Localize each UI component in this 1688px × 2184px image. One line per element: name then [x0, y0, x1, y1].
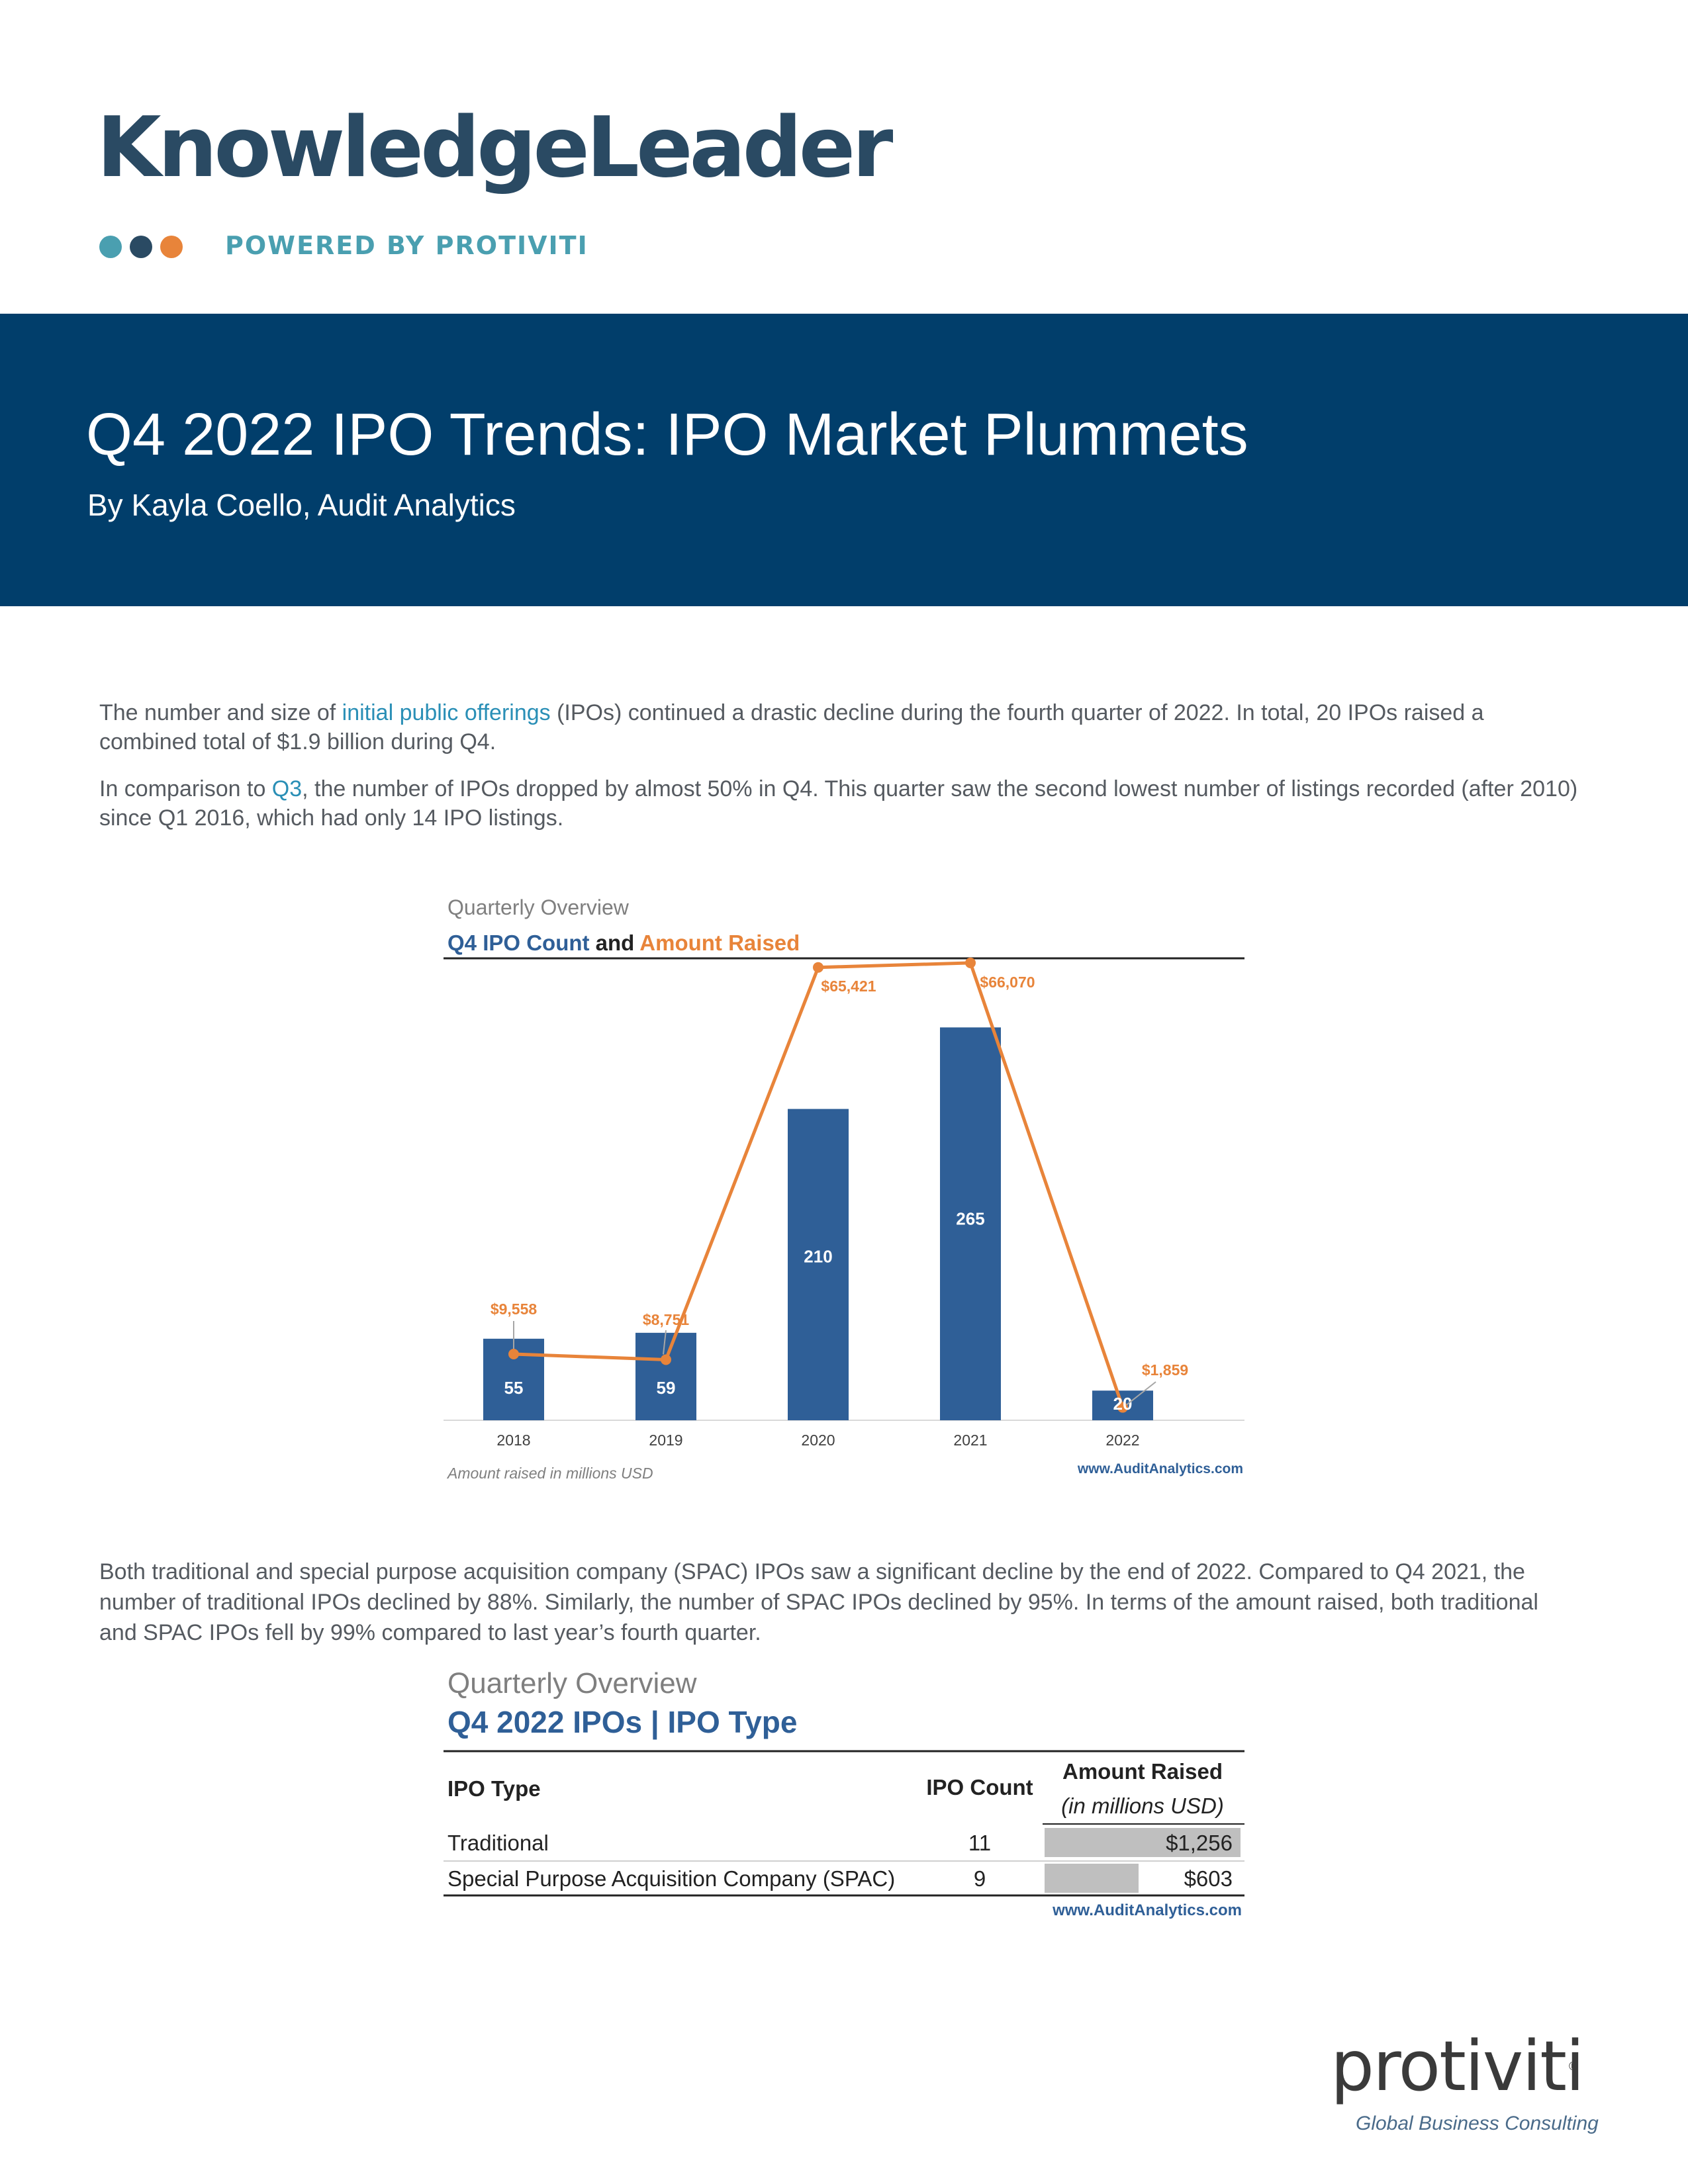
- intro-p2-text-post: , the number of IPOs dropped by almost 5…: [99, 776, 1578, 831]
- protiviti-logo: protiviti: [1331, 2026, 1585, 2107]
- protiviti-tagline: Global Business Consulting: [1356, 2113, 1599, 2134]
- bar-label-2018: 55: [504, 1378, 524, 1398]
- row-spac-amount: $603: [1184, 1866, 1233, 1891]
- row-traditional-count: 11: [968, 1831, 991, 1855]
- amount-databar-spac: [1045, 1864, 1139, 1893]
- x-tick-2021: 2021: [953, 1432, 987, 1449]
- line-label-2020: $65,421: [821, 978, 876, 995]
- bar-label-2019: 59: [657, 1378, 676, 1398]
- intro-p1-text-post: (IPOs) continued a drastic decline durin…: [99, 700, 1484, 754]
- col-header-amount-sub: (in millions USD): [1061, 1794, 1224, 1818]
- chart-title: Q4 IPO Count and Amount Raised: [447, 931, 800, 955]
- page-title: Q4 2022 IPO Trends: IPO Market Plummets: [86, 402, 1248, 468]
- intro-p2-text-pre: In comparison to: [99, 776, 272, 801]
- byline: By Kayla Coello, Audit Analytics: [87, 488, 516, 522]
- intro-p1-text-pre: The number and size of: [99, 700, 342, 725]
- col-header-amount: Amount Raised: [1062, 1759, 1223, 1784]
- ipo-type-table-svg: Quarterly Overview Q4 2022 IPOs | IPO Ty…: [444, 1667, 1244, 1919]
- chart-title-part1: Q4 IPO Count: [447, 931, 590, 955]
- table-source[interactable]: www.AuditAnalytics.com: [1052, 1901, 1242, 1919]
- line-point-2018: [508, 1349, 519, 1360]
- x-tick-2022: 2022: [1105, 1432, 1139, 1449]
- bar-label-2020: 210: [804, 1247, 832, 1267]
- x-tick-2018: 2018: [496, 1432, 530, 1449]
- line-point-2022: [1117, 1402, 1128, 1413]
- line-point-2019: [661, 1354, 671, 1365]
- ipo-link[interactable]: initial public offerings: [342, 700, 551, 725]
- amount-databar-traditional: [1045, 1828, 1241, 1857]
- body-paragraph: Both traditional and special purpose acq…: [99, 1559, 1538, 1645]
- chart-marks: 55 59 210 265 20 $9,558 $8,751 $65,421 $66,070 $1…: [444, 957, 1244, 1449]
- table-supertitle: Quarterly Overview: [447, 1668, 697, 1700]
- row-spac-type: Special Purpose Acquisition Company (SPA…: [447, 1866, 895, 1891]
- q3-link[interactable]: Q3: [271, 776, 303, 801]
- line-point-2021: [965, 957, 976, 968]
- bar-2019: [635, 1332, 696, 1420]
- row-traditional-type: Traditional: [447, 1831, 549, 1855]
- line-label-2022: $1,859: [1142, 1361, 1188, 1379]
- knowledgeleader-logo: KnowledgeLeader: [97, 99, 893, 196]
- chart-title-part2: Amount Raised: [639, 931, 800, 955]
- leader-line-2019: [663, 1330, 667, 1355]
- table-title: Q4 2022 IPOs | IPO Type: [447, 1705, 797, 1739]
- col-header-ipo-type: IPO Type: [447, 1776, 541, 1801]
- orange-dot-icon: [160, 236, 183, 258]
- intro-paragraph-1: The number and size of initial public of…: [99, 698, 1582, 756]
- bar-label-2022: 20: [1113, 1394, 1133, 1414]
- bar-label-2021: 265: [956, 1208, 984, 1228]
- title-banner: Q4 2022 IPO Trends: IPO Market Plummets …: [0, 314, 1688, 606]
- ipo-chart-svg: Quarterly Overview Q4 IPO Count and Amou…: [444, 895, 1244, 1506]
- leader-line-2022: [1126, 1381, 1156, 1406]
- chart-source[interactable]: www.AuditAnalytics.com: [1077, 1461, 1243, 1477]
- registered-mark: ®: [1569, 2060, 1578, 2073]
- row-spac-count: 9: [974, 1866, 986, 1891]
- chart-title-joiner: and: [590, 931, 640, 955]
- ipo-type-table: Quarterly Overview Q4 2022 IPOs | IPO Ty…: [437, 1667, 1258, 1919]
- line-label-2018: $9,558: [491, 1300, 538, 1318]
- row-traditional-amount: $1,256: [1166, 1831, 1233, 1855]
- navy-dot-icon: [130, 236, 152, 258]
- chart-supertitle: Quarterly Overview: [447, 895, 630, 919]
- bar-2021: [940, 1027, 1001, 1420]
- line-label-2019: $8,751: [643, 1311, 690, 1328]
- col-header-ipo-count: IPO Count: [926, 1775, 1033, 1799]
- chart-footnote: Amount raised in millions USD: [446, 1465, 653, 1482]
- ipo-chart: Quarterly Overview Q4 IPO Count and Amou…: [437, 893, 1258, 1506]
- line-label-2021: $66,070: [980, 974, 1035, 991]
- line-point-2020: [813, 962, 823, 973]
- bar-2020: [788, 1109, 849, 1420]
- brand-dots: [99, 236, 183, 258]
- teal-dot-icon: [99, 236, 122, 258]
- x-tick-2019: 2019: [649, 1432, 682, 1449]
- intro-paragraph-2: In comparison to Q3, the number of IPOs …: [99, 774, 1582, 833]
- powered-by-label: POWERED BY PROTIVITI: [225, 231, 588, 260]
- x-tick-2020: 2020: [801, 1432, 835, 1449]
